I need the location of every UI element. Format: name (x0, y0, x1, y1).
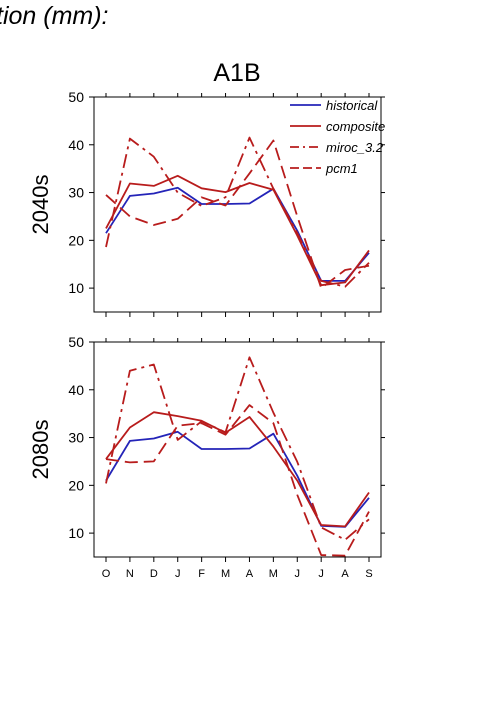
series-line-historical (105, 186, 370, 282)
legend-label: miroc_3.2 (326, 140, 384, 155)
x-tick-label: M (221, 568, 230, 580)
x-tick-label: J (318, 568, 324, 580)
series-line-pcm1 (105, 139, 370, 290)
scenario-title: A1B (213, 59, 260, 87)
y-tick-label: 10 (68, 280, 84, 296)
y-tick-label: 40 (68, 382, 84, 398)
y-tick-label: 30 (68, 430, 84, 446)
x-tick-label: F (198, 568, 205, 580)
x-tick-label: A (341, 568, 349, 580)
series-line-miroc-3-2 (105, 136, 370, 288)
y-tick-label: 20 (68, 232, 84, 248)
x-tick-label: D (150, 568, 158, 580)
x-tick-label: N (126, 568, 134, 580)
series-line-composite (105, 411, 370, 528)
panel-label-2080s: 2080s (28, 420, 53, 480)
x-tick-label: A (246, 568, 254, 580)
x-tick-label: J (295, 568, 301, 580)
x-tick-label: J (175, 568, 181, 580)
legend-label: historical (326, 98, 378, 113)
series-line-miroc-3-2 (105, 356, 370, 541)
x-tick-label: O (102, 568, 111, 580)
legend-label: pcm1 (325, 161, 358, 176)
plot-frame (93, 96, 382, 313)
y-tick-label: 50 (68, 89, 84, 105)
plot-frame (93, 341, 382, 558)
series-line-composite (105, 174, 370, 287)
series-line-historical (105, 430, 370, 528)
x-tick-label: M (269, 568, 278, 580)
x-tick-label: S (365, 568, 372, 580)
chart-panel-2040s: 10 20 30 40 50 2040s historical composite miroc_… (28, 89, 385, 317)
panel-label-2040s: 2040s (28, 175, 53, 235)
y-tick-label: 10 (68, 525, 84, 541)
legend-label: composite (326, 119, 385, 134)
series-line-pcm1 (105, 404, 370, 557)
y-tick-label: 20 (68, 477, 84, 493)
figure-title-fragment: tion (mm): (0, 2, 109, 30)
y-tick-label: 50 (68, 334, 84, 350)
y-tick-label: 30 (68, 185, 84, 201)
chart-panel-2080s: 10 20 30 40 50 O N D J F M A M J J A S 2080s (28, 334, 385, 580)
y-tick-label: 40 (68, 137, 84, 153)
